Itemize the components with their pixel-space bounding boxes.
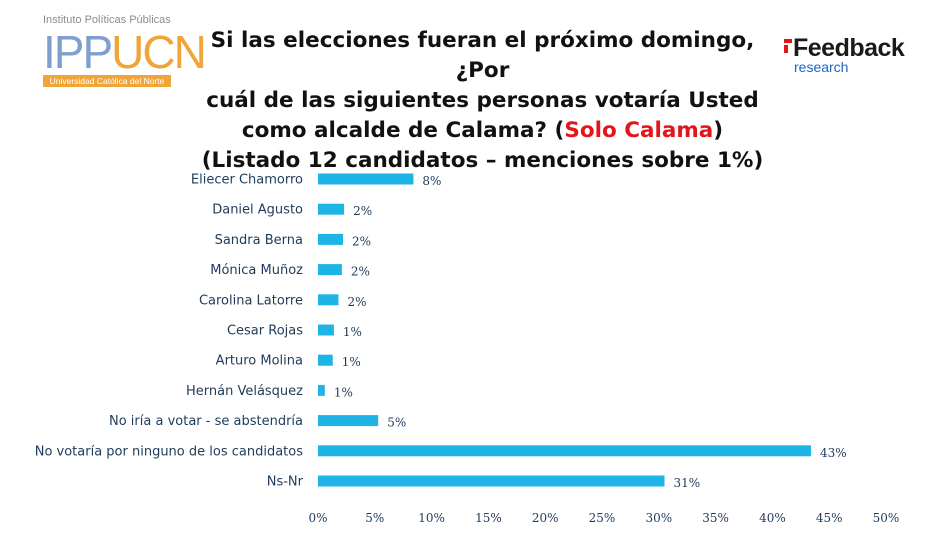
logo-institute-text: Instituto Políticas Públicas: [43, 14, 171, 26]
bar: [318, 384, 325, 396]
data-label: 2%: [347, 295, 366, 309]
bar: [318, 354, 333, 366]
category-label: Sandra Berna: [215, 233, 303, 248]
category-label: No iría a votar - se abstendría: [109, 414, 303, 429]
title-line-3: como alcalde de Calama? (Solo Calama): [185, 116, 780, 146]
data-label: 1%: [342, 355, 361, 369]
x-tick-label: 0%: [308, 511, 327, 525]
logo-ucn-text: UCN: [111, 26, 207, 78]
x-tick-label: 35%: [702, 511, 729, 525]
ipp-ucn-logo: Instituto Políticas Públicas IPPUCN Univ…: [43, 14, 207, 90]
title-line-3b: ): [713, 118, 724, 143]
title-line-1: Si las elecciones fueran el próximo domi…: [210, 28, 755, 83]
bar: [318, 324, 334, 336]
x-tick-label: 20%: [532, 511, 559, 525]
x-tick-label: 50%: [873, 511, 900, 525]
data-label: 8%: [422, 174, 441, 188]
x-tick-label: 40%: [759, 511, 786, 525]
logo-university-text: Universidad Católica del Norte: [43, 75, 171, 87]
x-tick-label: 10%: [418, 511, 445, 525]
bar: [318, 233, 343, 245]
title-line-3a: como alcalde de Calama? (: [241, 118, 565, 143]
category-label: No votaría por ninguno de los candidatos: [35, 444, 304, 459]
logo-accent-mark: [784, 45, 788, 53]
category-label: Mónica Muñoz: [210, 263, 303, 278]
data-label: 1%: [343, 325, 362, 339]
category-label: Hernán Velásquez: [186, 384, 303, 399]
title-line-4: (Listado 12 candidatos – menciones sobre…: [201, 148, 764, 173]
bar: [318, 475, 665, 487]
logo-research-text: research: [794, 59, 849, 75]
x-tick-label: 5%: [365, 511, 384, 525]
category-label: Daniel Agusto: [212, 203, 303, 218]
title-highlight: Solo Calama: [564, 118, 714, 143]
category-label: Eliecer Chamorro: [191, 173, 303, 188]
bar: [318, 173, 414, 185]
bar: [318, 415, 379, 427]
data-label: 2%: [351, 265, 370, 279]
data-label: 1%: [334, 385, 353, 399]
data-label: 43%: [820, 446, 847, 460]
logo-ipp-text: IPP: [43, 26, 113, 78]
title-line-2: cuál de las siguientes personas votaría …: [206, 88, 759, 113]
category-label: Carolina Latorre: [199, 293, 303, 308]
x-tick-label: 15%: [475, 511, 502, 525]
feedback-research-logo: Feedback research: [784, 34, 924, 78]
chart-title: Si las elecciones fueran el próximo domi…: [185, 26, 780, 176]
category-label: Arturo Molina: [216, 354, 303, 369]
x-tick-label: 45%: [816, 511, 843, 525]
category-label: Cesar Rojas: [227, 324, 303, 339]
bar: [318, 445, 812, 457]
data-label: 2%: [352, 234, 371, 248]
x-tick-label: 30%: [645, 511, 672, 525]
data-label: 31%: [673, 476, 700, 490]
data-label: 5%: [387, 416, 406, 430]
logo-feedback-text: Feedback: [793, 34, 905, 62]
data-label: 2%: [353, 204, 372, 218]
x-tick-label: 25%: [589, 511, 616, 525]
category-label: Ns-Nr: [267, 475, 304, 490]
bar: [318, 294, 339, 306]
logo-accent-mark: [784, 39, 792, 43]
logo-mark: IPPUCN: [43, 26, 207, 78]
bar: [318, 203, 345, 215]
bar: [318, 264, 342, 276]
